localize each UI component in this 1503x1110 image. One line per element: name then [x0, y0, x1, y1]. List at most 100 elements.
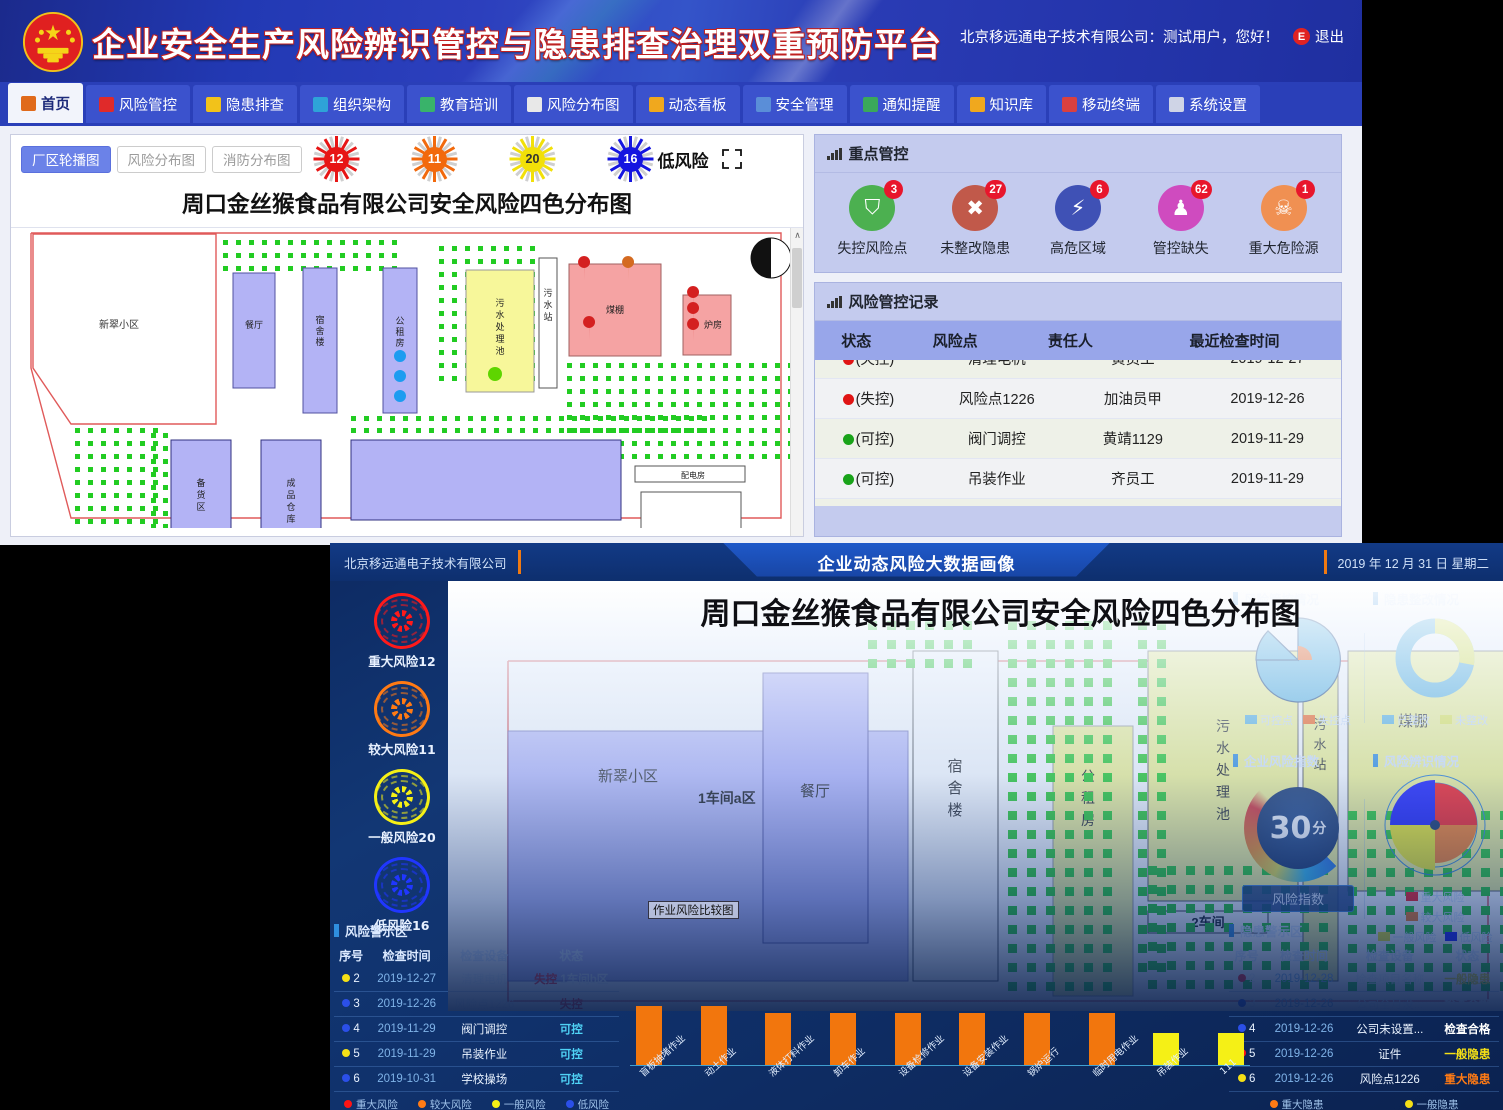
tab-factory-carousel[interactable]: 厂区轮播图: [21, 145, 111, 173]
table-row[interactable]: 5 2019-12-26 证件 一般隐患: [1229, 1041, 1499, 1067]
nav-tab-5[interactable]: 风险分布图: [514, 85, 633, 123]
table-row[interactable]: (可控)学校操场余2019-10-31: [815, 498, 1341, 506]
risk-badge-0[interactable]: 12: [312, 134, 362, 184]
hazard-alert-table: 序号 检查时间 检查设备 状态 2 2019-12-28 检查项目名称 一般隐患 3 2019-…: [1229, 944, 1499, 1092]
svg-text:污: 污: [495, 297, 504, 308]
factory-map[interactable]: 新翠小区 餐厅 宿 舍 楼 公 租 房: [11, 227, 803, 536]
tab-risk-distribution[interactable]: 风险分布图: [116, 145, 206, 173]
dashboard-title: 企业动态风险大数据画像: [817, 555, 1016, 575]
table-row[interactable]: 2 2019-12-28 检查项目名称 一般隐患: [1229, 967, 1499, 992]
nav-tab-0[interactable]: 首页: [8, 83, 83, 123]
nav-tab-10[interactable]: 移动终端: [1049, 85, 1153, 123]
control-legend-item-0: 可控点: [1245, 712, 1293, 728]
scroll-up-icon[interactable]: ∧: [794, 230, 801, 240]
cell-no: 4: [334, 1016, 369, 1042]
nav-tab-8[interactable]: 通知提醒: [849, 85, 954, 123]
table-row[interactable]: 4 2019-11-29 阀门调控 可控: [334, 1016, 619, 1042]
cell-risk-point: 清理电机: [921, 360, 1072, 379]
fullscreen-icon[interactable]: [721, 148, 743, 170]
table-row[interactable]: 6 2019-10-31 学校操场 可控: [334, 1066, 619, 1092]
cell-date: 2019-10-31: [1193, 498, 1341, 506]
bar-label-slot: 设备检修作业: [895, 1033, 947, 1106]
svg-text:库: 库: [286, 513, 295, 524]
identify-rose-chart: [1384, 774, 1486, 876]
table-row[interactable]: 6 2019-12-26 风险点1226 重大隐患: [1229, 1066, 1499, 1092]
nav-tab-6[interactable]: 动态看板: [635, 85, 740, 123]
risk-alert-title: 风险警示区: [334, 921, 619, 940]
kpi-3[interactable]: ♟ 62 管控缺失: [1133, 180, 1229, 258]
hazard-alert-legend: 重大隐患 一般隐患: [1229, 1097, 1499, 1110]
bolt-icon: [206, 96, 221, 112]
record-scroll-area[interactable]: (失控)清理电机黄员工2019-12-27(失控)风险点1226加油员甲2019…: [815, 360, 1341, 506]
mobile-icon: [1062, 96, 1077, 112]
table-row[interactable]: (失控) 风险点1226 加油员甲 2019-12-26: [815, 378, 1341, 419]
svg-text:污: 污: [543, 287, 552, 298]
risk-alert-legend-0: 重大风险: [343, 1097, 398, 1110]
risk-badge-3[interactable]: 16 低风险: [606, 134, 709, 184]
map-scrollbar[interactable]: ∧: [790, 228, 803, 536]
kpi-0[interactable]: ⛉ 3 失控风险点: [824, 180, 920, 258]
nav-tab-3[interactable]: 组织架构: [300, 85, 404, 123]
risk-count: 16: [618, 146, 643, 172]
table-row[interactable]: 3 2019-12-26 风险点1226 失控: [334, 991, 619, 1017]
sunburst-icon: 20: [508, 134, 558, 184]
cell-owner: 加油员甲: [1071, 378, 1194, 419]
cell-no: 3: [334, 991, 369, 1017]
cell-status: 检查合格: [1435, 1016, 1499, 1042]
nav-tab-1[interactable]: 风险管控: [86, 85, 190, 123]
risk-level-2[interactable]: 一般风险20: [342, 759, 462, 846]
table-row[interactable]: (可控) 吊装作业 齐员工 2019-11-29: [815, 458, 1341, 499]
factory-icon: ⚡ 6: [1054, 180, 1109, 231]
risk-count: 12: [324, 146, 349, 172]
kpi-4[interactable]: ☠ 1 重大危险源: [1236, 180, 1332, 258]
risk-level-0[interactable]: 重大风险12: [342, 583, 462, 670]
nav-tab-7[interactable]: 安全管理: [742, 85, 847, 123]
risk-badge-1[interactable]: 11: [410, 134, 460, 184]
nav-tab-2[interactable]: 隐患排查: [193, 85, 297, 123]
compare-chart-tag: 作业风险比较图: [648, 901, 739, 919]
kpi-label: 管控缺失: [1152, 240, 1209, 256]
risk-halo-icon: [364, 847, 440, 923]
kpi-list: ⛉ 3 失控风险点 ✖ 27 未整改隐患 ⚡ 6 高危区域 ♟ 62 管控缺失 ☠ 1 重大危险源: [815, 173, 1341, 272]
table-row[interactable]: (可控) 阀门调控 黄靖1129 2019-11-29: [815, 418, 1341, 459]
table-row[interactable]: (失控)清理电机黄员工2019-12-27: [815, 360, 1341, 379]
svg-text:货: 货: [196, 489, 205, 500]
focus-panel-title: 重点管控: [848, 146, 909, 163]
record-table-head: 状态 风险点 责任人 最近检查时间: [815, 321, 1341, 360]
risk-level-1[interactable]: 较大风险11: [342, 671, 462, 758]
nav-tab-label: 系统设置: [1189, 97, 1247, 114]
svg-text:楼: 楼: [315, 336, 324, 347]
risk-halo-icon: [364, 671, 440, 747]
row-dot: [1237, 974, 1246, 982]
table-row[interactable]: 3 2019-12-26 公司全月没... 检查合格: [1229, 991, 1499, 1017]
table-row[interactable]: 2 2019-12-27 清理电机 失控 1车间b区: [334, 967, 619, 992]
folder-icon: [969, 96, 985, 112]
main-nav: 首页 风险管控 隐患排查 组织架构 教育培训 风险分布图 动态看板 安全管理 通知提醒 知识库 移动…: [0, 82, 1362, 126]
kpi-badge: 62: [1190, 180, 1212, 199]
dashboard-header: 北京移远通电子技术有限公司 企业动态风险大数据画像 2019 年 12 月 31…: [330, 543, 1503, 595]
book-icon: [420, 96, 435, 112]
cell-risk-point: 风险点1226: [921, 378, 1072, 419]
risk-badge-2[interactable]: 20: [508, 134, 558, 184]
cell-status: (失控): [815, 360, 922, 379]
logout-button[interactable]: E 退出: [1293, 26, 1344, 47]
nav-tab-11[interactable]: 系统设置: [1156, 85, 1260, 123]
risk-level-label: 一般风险20: [368, 830, 436, 845]
kpi-1[interactable]: ✖ 27 未整改隐患: [927, 180, 1023, 258]
table-row[interactable]: 5 2019-11-29 吊装作业 可控: [334, 1041, 619, 1067]
kpi-2[interactable]: ⚡ 6 高危区域: [1030, 180, 1126, 258]
focus-control-panel: 重点管控 ⛉ 3 失控风险点 ✖ 27 未整改隐患 ⚡ 6 高危区域 ♟ 62 管控缺失 ☠ 1 重大危险源: [814, 134, 1342, 273]
table-row[interactable]: 4 2019-12-26 公司未设置... 检查合格: [1229, 1016, 1499, 1042]
tab-fire-distribution[interactable]: 消防分布图: [212, 145, 302, 173]
nav-tab-4[interactable]: 教育培训: [407, 85, 511, 123]
risk-index-button[interactable]: 风险指数: [1242, 885, 1354, 912]
scrollbar-thumb[interactable]: [792, 248, 802, 308]
cell-no: 5: [334, 1041, 369, 1067]
svg-text:理: 理: [495, 334, 504, 344]
kpi-badge: 1: [1295, 180, 1315, 199]
hazard-alert-legend-1: 一般隐患: [1404, 1097, 1459, 1110]
bar-0: [636, 1005, 662, 1066]
nav-tab-9[interactable]: 知识库: [956, 85, 1046, 123]
cell-status: 可控: [523, 1016, 619, 1042]
cell-device: 清理电机: [445, 967, 524, 992]
